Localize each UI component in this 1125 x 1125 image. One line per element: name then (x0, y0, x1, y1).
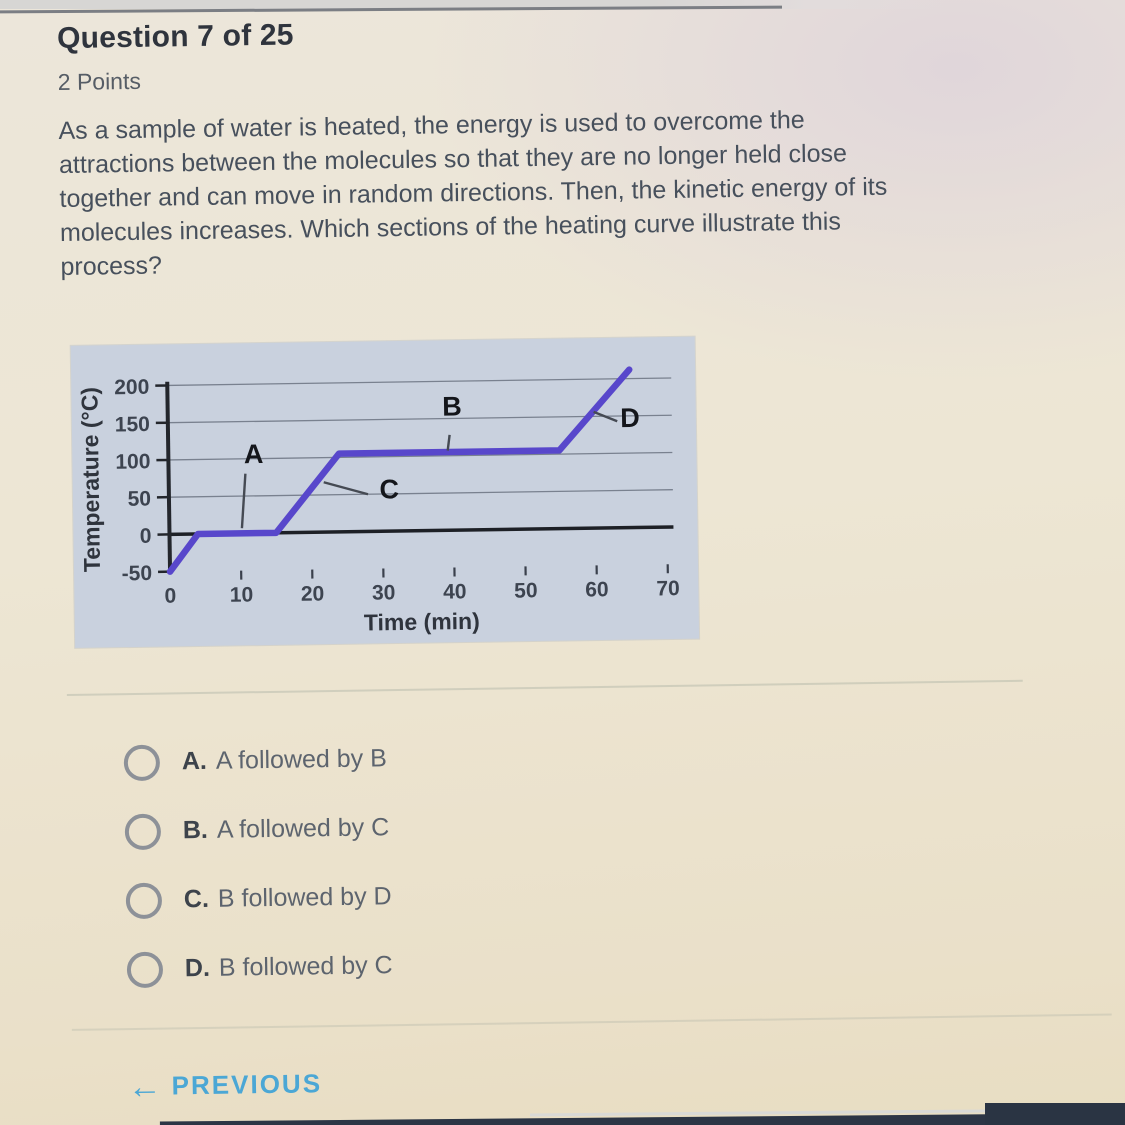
svg-text:150: 150 (115, 413, 150, 437)
option-text: B followed by D (217, 882, 392, 913)
answer-options: A. A followed by B B. A followed by C C.… (68, 729, 1125, 989)
previous-label: PREVIOUS (171, 1068, 323, 1101)
svg-text:0: 0 (140, 525, 152, 548)
radio-option-c[interactable] (125, 882, 163, 919)
svg-text:A: A (244, 439, 264, 469)
option-row-b[interactable]: B. A followed by C (69, 798, 1125, 851)
screen-top-edge (0, 0, 1125, 9)
svg-text:10: 10 (230, 583, 254, 606)
question-text: As a sample of water is heated, the ener… (58, 98, 1125, 284)
radio-option-b[interactable] (124, 813, 162, 850)
option-letter: C. (183, 884, 210, 914)
svg-text:60: 60 (585, 578, 609, 601)
svg-text:100: 100 (115, 450, 150, 474)
section-divider (66, 679, 1023, 696)
option-row-c[interactable]: C. B followed by D (70, 867, 1125, 920)
radio-option-d[interactable] (126, 951, 164, 988)
radio-option-a[interactable] (123, 744, 161, 781)
svg-text:C: C (379, 474, 399, 504)
question-counter: Question 7 of 25 (56, 18, 294, 56)
svg-text:Time (min): Time (min) (364, 608, 480, 636)
svg-text:0: 0 (164, 585, 176, 608)
svg-text:70: 70 (656, 577, 680, 600)
option-row-a[interactable]: A. A followed by B (68, 729, 1125, 782)
svg-text:50: 50 (514, 579, 538, 602)
svg-text:Temperature (°C): Temperature (°C) (76, 387, 105, 573)
option-text: B followed by C (218, 951, 393, 982)
option-row-d[interactable]: D. B followed by C (71, 936, 1125, 989)
left-arrow-icon: ← (127, 1067, 162, 1106)
previous-button[interactable]: ← PREVIOUS (127, 1067, 323, 1106)
svg-text:B: B (442, 391, 462, 421)
screen-bottom-corner (985, 1103, 1125, 1125)
heating-curve-chart: 200 150 100 50 0 -50 0 10 20 30 40 50 60 70 A B C D Time (… (76, 366, 680, 636)
svg-text:-50: -50 (122, 562, 153, 585)
heating-curve-figure: 200 150 100 50 0 -50 0 10 20 30 40 50 60 70 A B C D Time (… (70, 336, 700, 648)
svg-text:20: 20 (301, 582, 325, 605)
option-letter: A. (181, 746, 208, 776)
svg-text:D: D (620, 403, 640, 433)
svg-text:30: 30 (372, 581, 396, 604)
svg-text:40: 40 (443, 580, 467, 603)
svg-text:50: 50 (127, 487, 151, 510)
option-text: A followed by B (215, 744, 387, 775)
points-label: 2 Points (57, 67, 142, 96)
svg-text:200: 200 (114, 376, 149, 400)
option-letter: B. (182, 815, 209, 845)
section-divider (71, 1013, 1112, 1031)
option-text: A followed by C (216, 813, 390, 844)
option-letter: D. (184, 953, 211, 983)
